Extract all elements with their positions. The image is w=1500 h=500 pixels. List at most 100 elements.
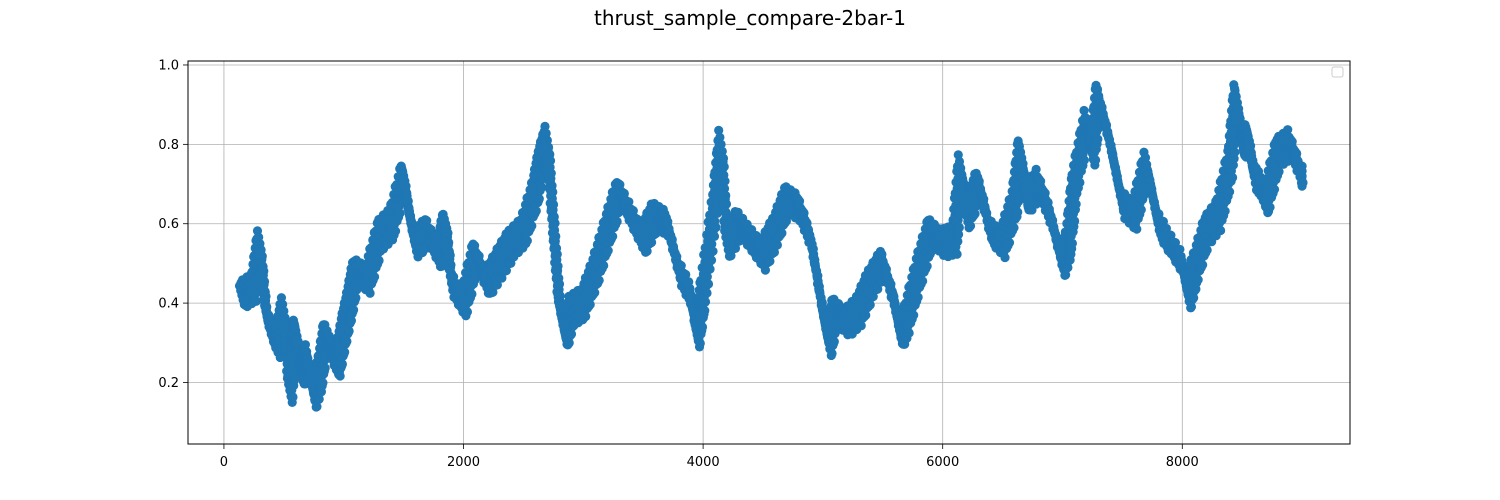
data-point [566, 329, 577, 339]
data-point [1090, 155, 1101, 165]
data-point [374, 255, 384, 266]
data-point [599, 260, 609, 271]
data-point [672, 252, 682, 262]
data-point [1198, 260, 1208, 270]
data-point [335, 371, 345, 381]
data-point [709, 231, 720, 241]
data-point [351, 293, 361, 303]
data-point [904, 328, 914, 338]
data-point [551, 273, 561, 284]
data-point [603, 246, 613, 256]
data-point [349, 305, 359, 315]
data-point [369, 272, 380, 282]
data-point [547, 214, 557, 224]
data-point [952, 249, 962, 259]
data-point [1075, 177, 1085, 188]
data-point [700, 297, 711, 307]
y-tick-label: 0.4 [158, 297, 179, 312]
data-point [404, 206, 415, 217]
data-point [564, 338, 574, 348]
data-point [251, 296, 261, 306]
data-point [549, 244, 559, 254]
data-point [292, 338, 302, 349]
data-point [550, 251, 560, 261]
data-point [676, 261, 686, 271]
data-point [608, 231, 618, 242]
y-tick-label: 0.8 [158, 138, 179, 153]
data-point [531, 206, 541, 216]
data-point [258, 283, 268, 293]
data-point [918, 276, 928, 286]
data-point [300, 340, 310, 350]
data-point [667, 234, 677, 245]
data-point [1004, 238, 1015, 248]
data-point [536, 182, 547, 192]
data-point [534, 194, 544, 204]
y-tick-label: 0.6 [158, 217, 179, 232]
data-point [288, 392, 298, 402]
data-point [585, 299, 595, 310]
data-point [965, 221, 976, 231]
data-point [1000, 252, 1010, 263]
data-point [663, 217, 673, 227]
data-point [320, 363, 330, 373]
data-point [400, 182, 410, 192]
data-point [624, 197, 634, 207]
x-tick-label: 8000 [1166, 455, 1199, 470]
data-point [255, 258, 266, 268]
data-point [612, 216, 622, 227]
data-point [703, 279, 714, 289]
y-tick-label: 1.0 [158, 58, 179, 73]
data-point [1093, 134, 1103, 144]
data-point [1193, 275, 1203, 285]
data-point [303, 353, 313, 363]
data-point [1136, 205, 1146, 215]
data-point [706, 255, 717, 265]
data-point [540, 121, 550, 131]
data-point [913, 292, 923, 302]
data-point [1220, 206, 1230, 216]
data-point [542, 153, 552, 163]
data-point [711, 222, 721, 233]
chart-title: thrust_sample_compare-2bar-1 [594, 6, 906, 30]
data-point [340, 347, 350, 357]
data-point [290, 322, 300, 332]
data-point [827, 348, 837, 359]
data-point [1079, 155, 1089, 165]
data-point [390, 226, 401, 236]
data-point [922, 261, 932, 271]
data-point [546, 191, 556, 201]
data-point [365, 288, 375, 298]
data-point [642, 246, 652, 256]
data-point [1132, 224, 1142, 234]
data-point [527, 221, 537, 231]
data-point [702, 288, 712, 298]
data-point [395, 208, 405, 218]
data-point [342, 336, 352, 347]
x-tick-label: 4000 [687, 455, 720, 470]
data-point [777, 228, 787, 238]
data-point [253, 232, 263, 242]
data-point [318, 378, 328, 388]
data-point [1216, 225, 1226, 236]
data-point [590, 288, 600, 298]
legend-box [1331, 66, 1344, 78]
data-point [705, 264, 715, 274]
data-point [462, 307, 473, 317]
x-tick-label: 0 [220, 455, 228, 470]
data-point [548, 221, 558, 231]
data-point [681, 269, 691, 280]
data-point [594, 275, 604, 285]
data-point [398, 167, 408, 177]
data-point [697, 322, 708, 332]
data-point [829, 336, 839, 347]
data-point [337, 359, 347, 369]
data-point [970, 209, 980, 219]
y-tick-label: 0.2 [158, 376, 179, 391]
data-point [422, 216, 432, 226]
data-point [700, 306, 710, 316]
data-point [954, 222, 964, 233]
data-point [708, 246, 718, 256]
